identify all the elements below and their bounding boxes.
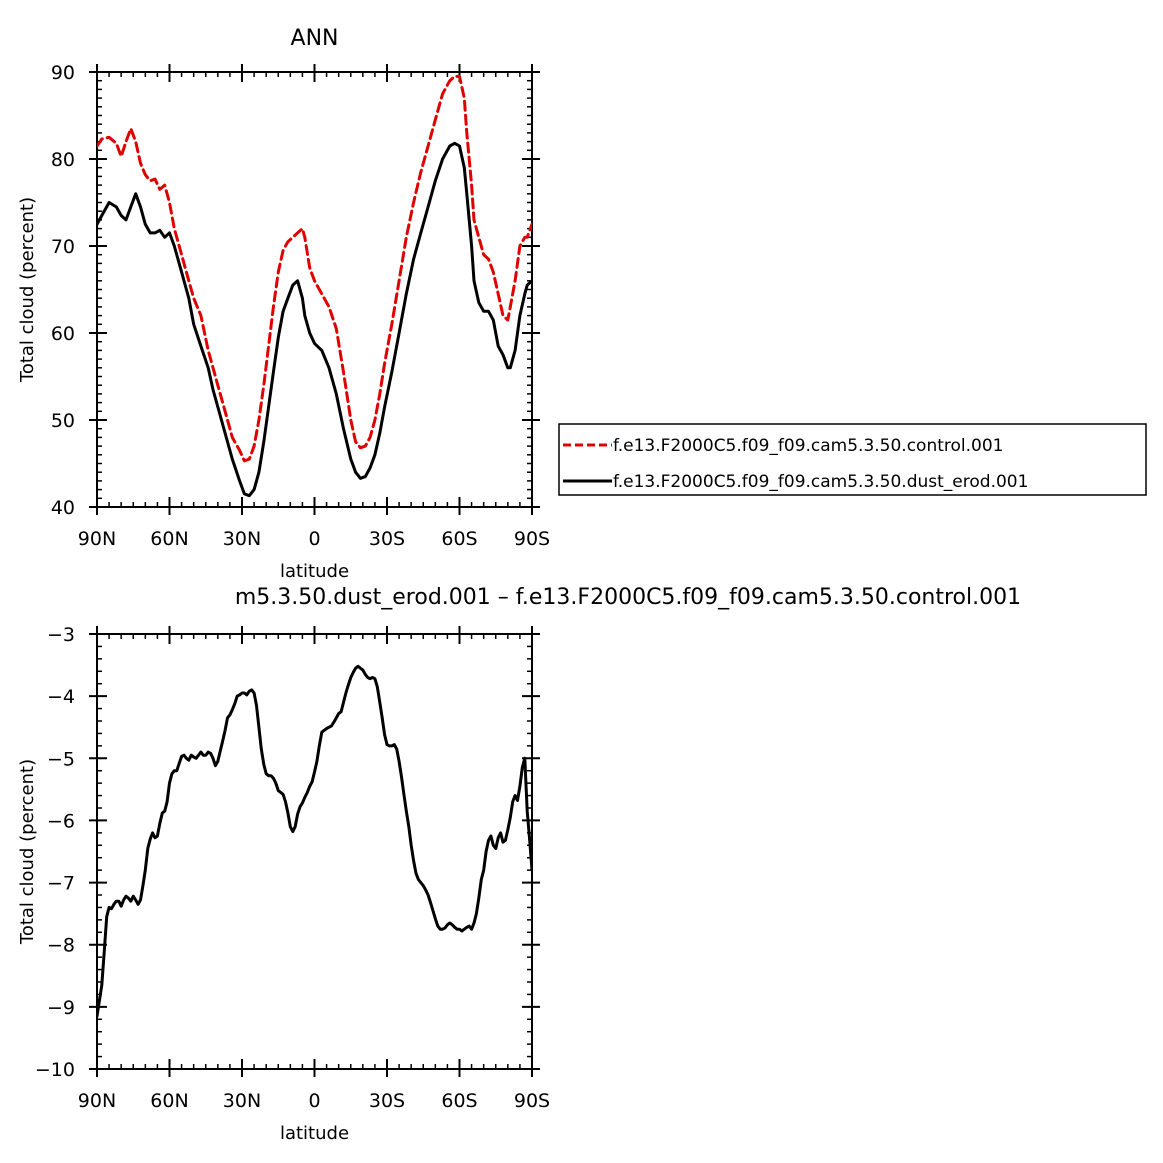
series-line-control	[97, 74, 532, 463]
plot-frame	[96, 633, 533, 1070]
x-axis-label: latitude	[280, 1123, 349, 1144]
y-tick-label: −7	[47, 873, 75, 895]
x-tick-label: 60N	[150, 528, 188, 550]
y-tick-label: 50	[51, 410, 75, 432]
y-tick-label: −3	[47, 624, 75, 646]
x-tick-label: 0	[308, 1090, 320, 1112]
legend: f.e13.F2000C5.f09_f09.cam5.3.50.control.…	[558, 423, 1147, 496]
y-tick-label: 90	[51, 62, 75, 84]
y-tick-label: −6	[47, 810, 75, 832]
legend-label: f.e13.F2000C5.f09_f09.cam5.3.50.dust_ero…	[613, 472, 1028, 492]
y-axis-label: Total cloud (percent)	[17, 197, 38, 383]
ticks	[89, 64, 540, 515]
legend-box	[558, 423, 1147, 496]
x-tick-label: 0	[308, 528, 320, 550]
x-tick-label: 60S	[441, 528, 477, 550]
y-tick-label: 60	[51, 323, 75, 345]
top-panel: 40 50 60 70 80 90 90N 60N 30N 0 30S 60S 90S latitude T…	[17, 26, 550, 582]
x-tick-label: 30S	[369, 1090, 405, 1112]
x-tick-label: 90N	[78, 528, 116, 550]
x-axis-label: latitude	[280, 561, 349, 582]
ticks	[89, 626, 540, 1077]
x-tick-label: 30S	[369, 528, 405, 550]
chart-title: ANN	[291, 26, 339, 51]
y-tick-label: −4	[47, 686, 75, 708]
x-tick-label: 60S	[441, 1090, 477, 1112]
x-tick-label: 30N	[223, 528, 261, 550]
x-tick-label: 90N	[78, 1090, 116, 1112]
series-group	[97, 74, 532, 498]
x-tick-label: 60N	[150, 1090, 188, 1112]
series-line-dust-erod	[97, 141, 532, 498]
y-tick-label: −5	[47, 748, 75, 770]
y-tick-label: 80	[51, 149, 75, 171]
y-tick-label: 40	[51, 497, 75, 519]
y-tick-label: −10	[35, 1059, 75, 1081]
y-axis-label: Total cloud (percent)	[17, 759, 38, 945]
y-tick-label: −8	[47, 935, 75, 957]
y-tick-label: −9	[47, 997, 75, 1019]
bottom-panel: −10 −9 −8 −7 −6 −5 −4 −3 90N 60N 30N 0 30S 60S 90S lati…	[17, 585, 1021, 1144]
series-group	[97, 664, 532, 1018]
x-tick-label: 30N	[223, 1090, 261, 1112]
series-line-difference	[97, 664, 532, 1018]
legend-label: f.e13.F2000C5.f09_f09.cam5.3.50.control.…	[613, 436, 1004, 456]
chart-title: m5.3.50.dust_erod.001 – f.e13.F2000C5.f0…	[235, 585, 1021, 610]
x-tick-label: 90S	[514, 1090, 550, 1112]
x-tick-label: 90S	[514, 528, 550, 550]
y-tick-label: 70	[51, 236, 75, 258]
